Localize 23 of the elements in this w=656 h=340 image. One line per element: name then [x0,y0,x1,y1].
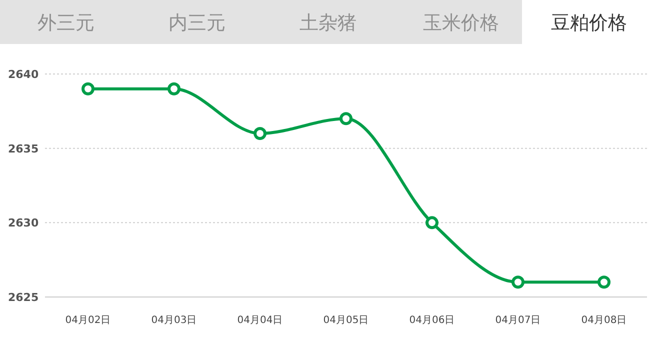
y-tick-label: 2625 [8,291,39,304]
text: 土杂猪 [300,12,356,34]
x-tick-label: 04月02日 [65,315,111,326]
y-tick-label: 2640 [8,68,39,81]
x-tick-label: 04月03日 [151,315,197,326]
chart-title: 豆粕价格 [551,12,627,34]
text: 玉米价格 [423,12,499,34]
point [598,276,610,289]
point [82,82,94,96]
text: 外三元 [38,12,94,34]
point [168,82,180,96]
x-tick-label: 04月06日 [409,315,455,326]
point [512,276,524,289]
x-tick-label: 04月07日 [495,315,541,326]
x-tick-label: 04月08日 [581,315,627,326]
x-tick-label: 04月05日 [323,315,369,326]
y-tick-label: 2630 [8,216,39,230]
point [426,216,438,230]
text: 内三元 [168,12,226,34]
x-tick-label: 04月04日 [237,315,283,326]
y-tick-label: 2635 [8,142,39,156]
point [254,126,266,140]
point [340,112,352,126]
